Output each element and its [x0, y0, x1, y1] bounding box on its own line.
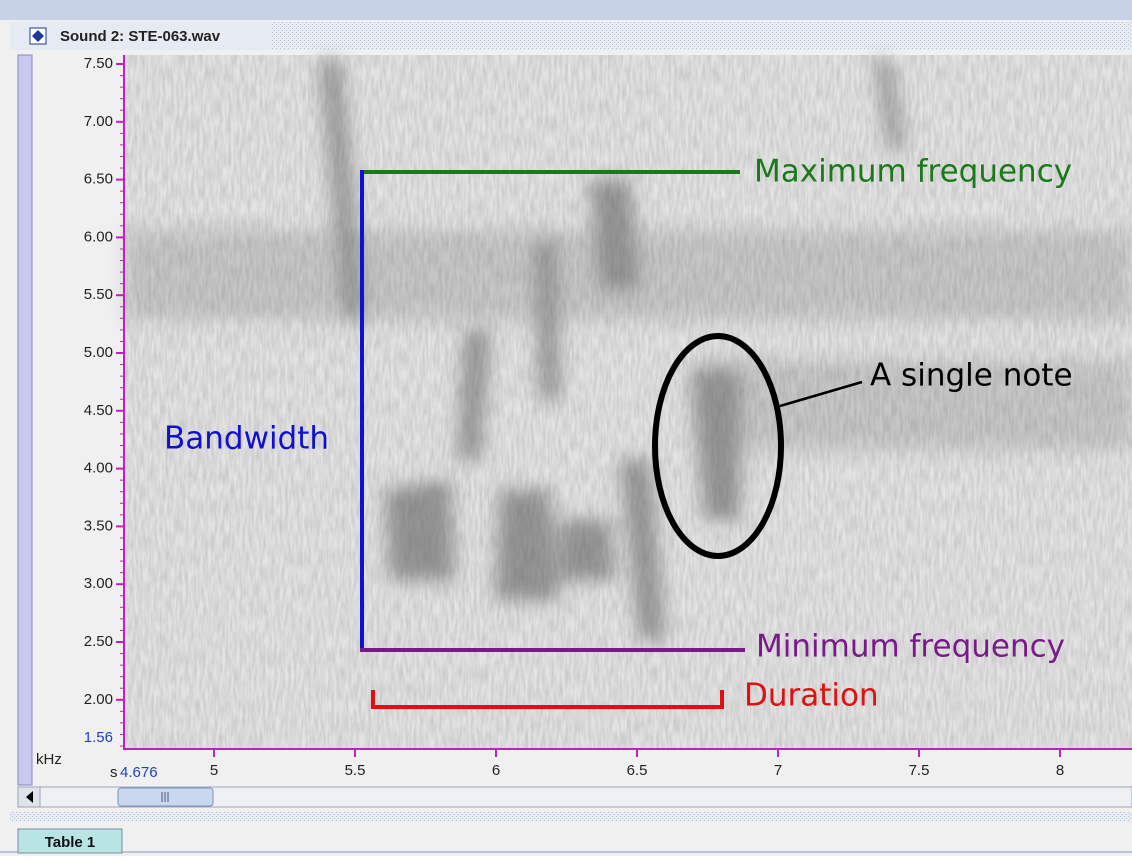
- x-tick-label: 5: [210, 762, 218, 779]
- y-tick-label: 2.50: [84, 633, 113, 650]
- duration-label: Duration: [744, 678, 879, 714]
- scroll-grip: [161, 792, 169, 802]
- tab-strip: [0, 825, 1132, 856]
- note-pointer: [779, 380, 863, 408]
- window-icon-glyph: [32, 30, 44, 42]
- y-bottom-label: 1.56: [84, 729, 113, 746]
- title-bg: [10, 22, 272, 50]
- y-tick-label: 4.00: [84, 460, 113, 477]
- tab-label: Table 1: [45, 834, 96, 851]
- x-tick-label: 7.5: [909, 762, 930, 779]
- x-unit: s: [110, 764, 118, 781]
- x-tick-label: 5.5: [345, 762, 366, 779]
- y-tick-label: 2.00: [84, 691, 113, 708]
- y-tick-label: 4.50: [84, 402, 113, 419]
- notes: [125, 60, 1132, 640]
- bandwidth-label: Bandwidth: [164, 421, 329, 457]
- y-unit: kHz: [36, 751, 62, 768]
- x-tick-label: 8: [1056, 762, 1064, 779]
- y-tick-label: 7.00: [84, 113, 113, 130]
- tabs: Table 1: [17, 828, 123, 854]
- y-tick-label: 3.50: [84, 517, 113, 534]
- tab[interactable]: [17, 828, 123, 854]
- top-bar: [0, 0, 1132, 20]
- x-tick-label: 7: [774, 762, 782, 779]
- y-tick-label: 5.00: [84, 344, 113, 361]
- note-ellipse: [652, 333, 784, 559]
- y-tick-label: 6.50: [84, 171, 113, 188]
- x-start-label: 4.676: [120, 764, 158, 781]
- duration-bracket: [371, 690, 724, 709]
- side-bar: [17, 54, 33, 786]
- y-tick-label: 3.00: [84, 575, 113, 592]
- axes: 7.50 7.00 6.50 6.00 5.50 5.00 4.50 4.00 3.50 3.00…: [84, 55, 1064, 779]
- x-tick-label: 6.5: [627, 762, 648, 779]
- x-tick-label: 6: [492, 762, 500, 779]
- y-tick-label: 5.50: [84, 286, 113, 303]
- splitter[interactable]: [10, 812, 1132, 822]
- window-title: Sound 2: STE-063.wav: [60, 28, 221, 45]
- y-tick-label: 7.50: [84, 55, 113, 72]
- max-frequency-label: Maximum frequency: [754, 154, 1072, 190]
- y-tick-label: 6.00: [84, 228, 113, 245]
- min-frequency-label: Minimum frequency: [756, 629, 1065, 665]
- scroll-left-arrow: [26, 791, 33, 803]
- note-label: A single note: [870, 358, 1073, 394]
